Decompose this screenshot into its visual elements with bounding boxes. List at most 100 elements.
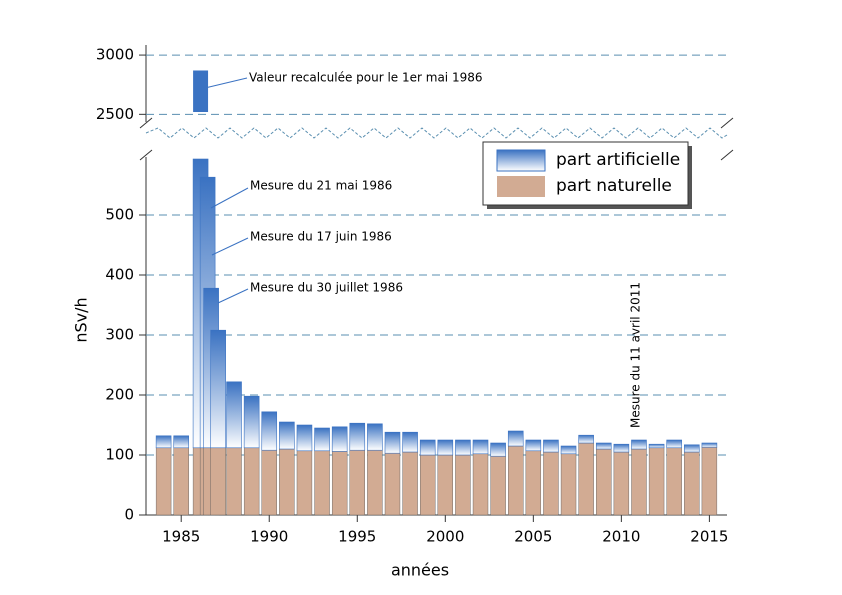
- x-tick-label: 1985: [162, 528, 200, 546]
- bar-artificial: [367, 423, 383, 451]
- bar-natural: [367, 450, 383, 516]
- bar-natural: [279, 448, 295, 516]
- bar-artificial: [543, 439, 559, 453]
- y-tick-label: 0: [124, 506, 134, 524]
- bar-natural: [648, 447, 665, 516]
- bar-artificial: [684, 444, 700, 453]
- bar-artificial: [648, 443, 665, 449]
- bar-natural: [508, 445, 524, 516]
- bar-natural: [226, 447, 242, 516]
- bar-artificial: [437, 439, 454, 456]
- bar-natural: [331, 451, 348, 516]
- bar-artificial: [613, 443, 630, 453]
- bar-artificial: [296, 424, 313, 452]
- bar-artificial: [560, 445, 577, 455]
- x-axis-title: années: [391, 561, 449, 580]
- bar-artificial: [455, 439, 471, 456]
- bar-natural: [596, 448, 612, 516]
- annotation-leader: [210, 187, 249, 209]
- legend-swatch: [497, 176, 545, 197]
- bar-artificial: [701, 442, 718, 448]
- bar-artificial: [384, 431, 401, 454]
- bar-natural: [631, 448, 647, 516]
- bar-artificial: [155, 435, 172, 449]
- bar-natural: [613, 451, 630, 516]
- bar-artificial: [666, 439, 682, 449]
- axis-break: [139, 117, 153, 129]
- bar-natural: [210, 447, 226, 516]
- annotation: Mesure du 11 avril 2011: [629, 282, 643, 428]
- bar-artificial: [279, 421, 295, 450]
- bar-artificial: [419, 439, 436, 456]
- y-axis-title: nSv/h: [72, 297, 91, 342]
- bar-artificial: [331, 426, 348, 452]
- bar-artificial: [507, 430, 524, 447]
- annotation-leader: [204, 77, 248, 89]
- bar-natural: [560, 453, 577, 516]
- legend-label: part artificielle: [556, 150, 680, 170]
- bar-artificial: [261, 411, 278, 451]
- bar-artificial: [226, 381, 242, 449]
- bar-natural: [543, 451, 559, 516]
- bar-natural: [455, 454, 471, 516]
- x-tick-label: 1990: [250, 528, 288, 546]
- bar-artificial: [578, 434, 594, 444]
- axis-break: [720, 149, 734, 161]
- break-line: [145, 127, 728, 139]
- y-tick-label: 200: [105, 386, 134, 404]
- bar-natural: [173, 447, 189, 516]
- annotation: Mesure du 30 juillet 1986: [250, 281, 403, 295]
- y-tick-label: 500: [105, 206, 134, 224]
- x-tick-label: 2005: [514, 528, 552, 546]
- bar-artificial: [210, 329, 226, 449]
- bar-artificial: [402, 431, 418, 453]
- x-tick-label: 2010: [602, 528, 640, 546]
- annotation-leader: [211, 237, 249, 256]
- y-tick-label: 2500: [96, 105, 134, 123]
- bar-natural: [296, 450, 313, 516]
- legend: part artificielle part naturelle: [482, 141, 692, 209]
- bar-natural: [402, 451, 418, 516]
- bar-natural: [420, 454, 436, 516]
- bar-natural: [261, 450, 277, 516]
- bar-artificial: [173, 435, 189, 449]
- bar-natural: [384, 453, 401, 516]
- annotation: Mesure du 17 juin 1986: [250, 230, 392, 244]
- y-tick-label: 100: [105, 446, 134, 464]
- x-tick-label: 1995: [338, 528, 376, 546]
- bar-natural: [472, 453, 489, 516]
- y-tick-label: 300: [105, 326, 134, 344]
- axis-break: [139, 149, 153, 161]
- bar-natural: [314, 450, 330, 516]
- bar-artificial: [631, 439, 647, 450]
- x-tick-label: 2015: [690, 528, 728, 546]
- bar-artificial-upper: [193, 70, 209, 112]
- bar-natural: [349, 450, 365, 516]
- bar-natural: [155, 447, 172, 516]
- bar-artificial: [472, 439, 489, 455]
- bar-natural: [666, 447, 682, 516]
- annotation: Valeur recalculée pour le 1er mai 1986: [249, 71, 483, 85]
- bar-natural: [525, 450, 542, 516]
- y-tick-label: 400: [105, 266, 134, 284]
- bar-natural: [684, 451, 700, 516]
- bar-natural: [578, 442, 594, 516]
- bar-artificial: [525, 439, 542, 452]
- bar-artificial: [349, 422, 366, 451]
- legend-label: part naturelle: [556, 176, 672, 196]
- annotation: Mesure du 21 mai 1986: [250, 179, 392, 193]
- bar-artificial: [490, 442, 506, 457]
- bar-natural: [243, 447, 260, 516]
- bar-natural: [490, 456, 506, 516]
- legend-swatch: [496, 149, 546, 172]
- bar-natural: [701, 447, 718, 516]
- axis-break: [720, 117, 734, 129]
- bar-artificial: [314, 427, 330, 452]
- x-tick-label: 2000: [426, 528, 464, 546]
- y-tick-label: 3000: [96, 46, 134, 64]
- bar-artificial: [243, 395, 260, 449]
- bar-artificial: [595, 442, 612, 450]
- bar-natural: [437, 454, 453, 516]
- annotation-leader: [217, 288, 249, 304]
